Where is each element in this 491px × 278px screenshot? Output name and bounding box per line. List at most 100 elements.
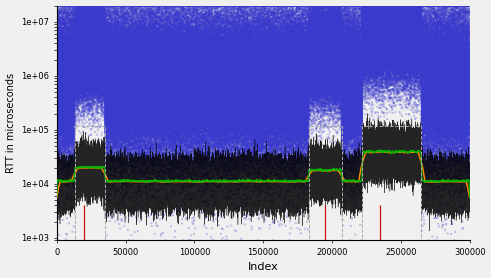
- Point: [301, 102, 309, 107]
- Point: [125, 140, 133, 145]
- Point: [229, 85, 237, 90]
- Point: [96, 46, 104, 50]
- Point: [132, 78, 139, 83]
- Point: [409, 8, 417, 13]
- Point: [188, 51, 195, 56]
- Point: [59, 83, 67, 87]
- Point: [178, 64, 186, 69]
- Point: [228, 99, 236, 104]
- Point: [408, 27, 415, 31]
- Point: [185, 58, 193, 63]
- Point: [376, 35, 384, 40]
- Point: [63, 3, 71, 8]
- Point: [166, 57, 174, 62]
- Point: [461, 95, 468, 100]
- Point: [170, 70, 178, 75]
- Point: [237, 85, 245, 90]
- Point: [264, 86, 272, 90]
- Point: [119, 41, 127, 45]
- Point: [83, 27, 91, 32]
- Point: [58, 131, 66, 135]
- Point: [460, 64, 467, 68]
- Point: [134, 14, 142, 19]
- Point: [163, 90, 170, 94]
- Point: [241, 98, 248, 103]
- Point: [309, 94, 317, 98]
- Point: [388, 3, 396, 8]
- Point: [271, 75, 278, 80]
- Point: [281, 175, 289, 180]
- Point: [372, 3, 380, 8]
- Point: [300, 129, 308, 133]
- Point: [205, 67, 213, 72]
- Point: [137, 46, 145, 51]
- Point: [83, 3, 91, 8]
- Point: [265, 58, 273, 62]
- Point: [311, 68, 319, 73]
- Point: [69, 100, 77, 105]
- Point: [354, 25, 362, 29]
- Point: [164, 95, 171, 100]
- Point: [260, 42, 268, 47]
- Point: [287, 26, 295, 31]
- Point: [385, 49, 393, 53]
- Point: [214, 33, 221, 37]
- Point: [388, 14, 396, 19]
- Point: [59, 135, 67, 139]
- Point: [237, 83, 245, 88]
- Point: [244, 76, 252, 81]
- Point: [296, 110, 303, 115]
- Point: [382, 39, 389, 43]
- Point: [343, 90, 351, 95]
- Point: [144, 119, 152, 123]
- Point: [456, 100, 464, 104]
- Point: [220, 79, 228, 83]
- Point: [229, 48, 237, 52]
- Point: [54, 76, 61, 81]
- Point: [455, 89, 463, 93]
- Point: [379, 54, 386, 59]
- Point: [213, 45, 220, 49]
- Point: [62, 119, 70, 123]
- Point: [399, 17, 407, 21]
- Point: [141, 144, 149, 148]
- Point: [85, 107, 93, 111]
- Point: [200, 49, 208, 54]
- Point: [297, 146, 305, 150]
- Point: [162, 69, 169, 74]
- Point: [171, 128, 179, 132]
- Point: [246, 38, 254, 42]
- Point: [464, 125, 472, 129]
- Point: [220, 114, 228, 119]
- Point: [307, 89, 315, 93]
- Point: [355, 16, 362, 20]
- Point: [345, 32, 353, 36]
- Point: [78, 53, 85, 57]
- Point: [88, 25, 96, 30]
- Point: [223, 90, 231, 95]
- Point: [55, 50, 63, 54]
- Point: [192, 80, 200, 85]
- Point: [195, 134, 203, 139]
- Point: [383, 3, 391, 8]
- Point: [367, 3, 375, 8]
- Point: [77, 79, 85, 83]
- Point: [131, 43, 138, 48]
- Point: [136, 9, 144, 13]
- Point: [351, 96, 358, 100]
- Point: [222, 131, 230, 135]
- Point: [362, 3, 370, 8]
- Point: [338, 137, 346, 142]
- Point: [108, 74, 115, 78]
- Point: [364, 51, 372, 56]
- Point: [127, 118, 135, 123]
- Point: [181, 126, 189, 131]
- Point: [324, 73, 332, 77]
- Point: [243, 131, 251, 135]
- Point: [109, 3, 117, 8]
- Point: [65, 141, 73, 146]
- Point: [238, 88, 246, 92]
- Point: [162, 71, 169, 76]
- Point: [294, 87, 302, 91]
- Point: [420, 53, 428, 58]
